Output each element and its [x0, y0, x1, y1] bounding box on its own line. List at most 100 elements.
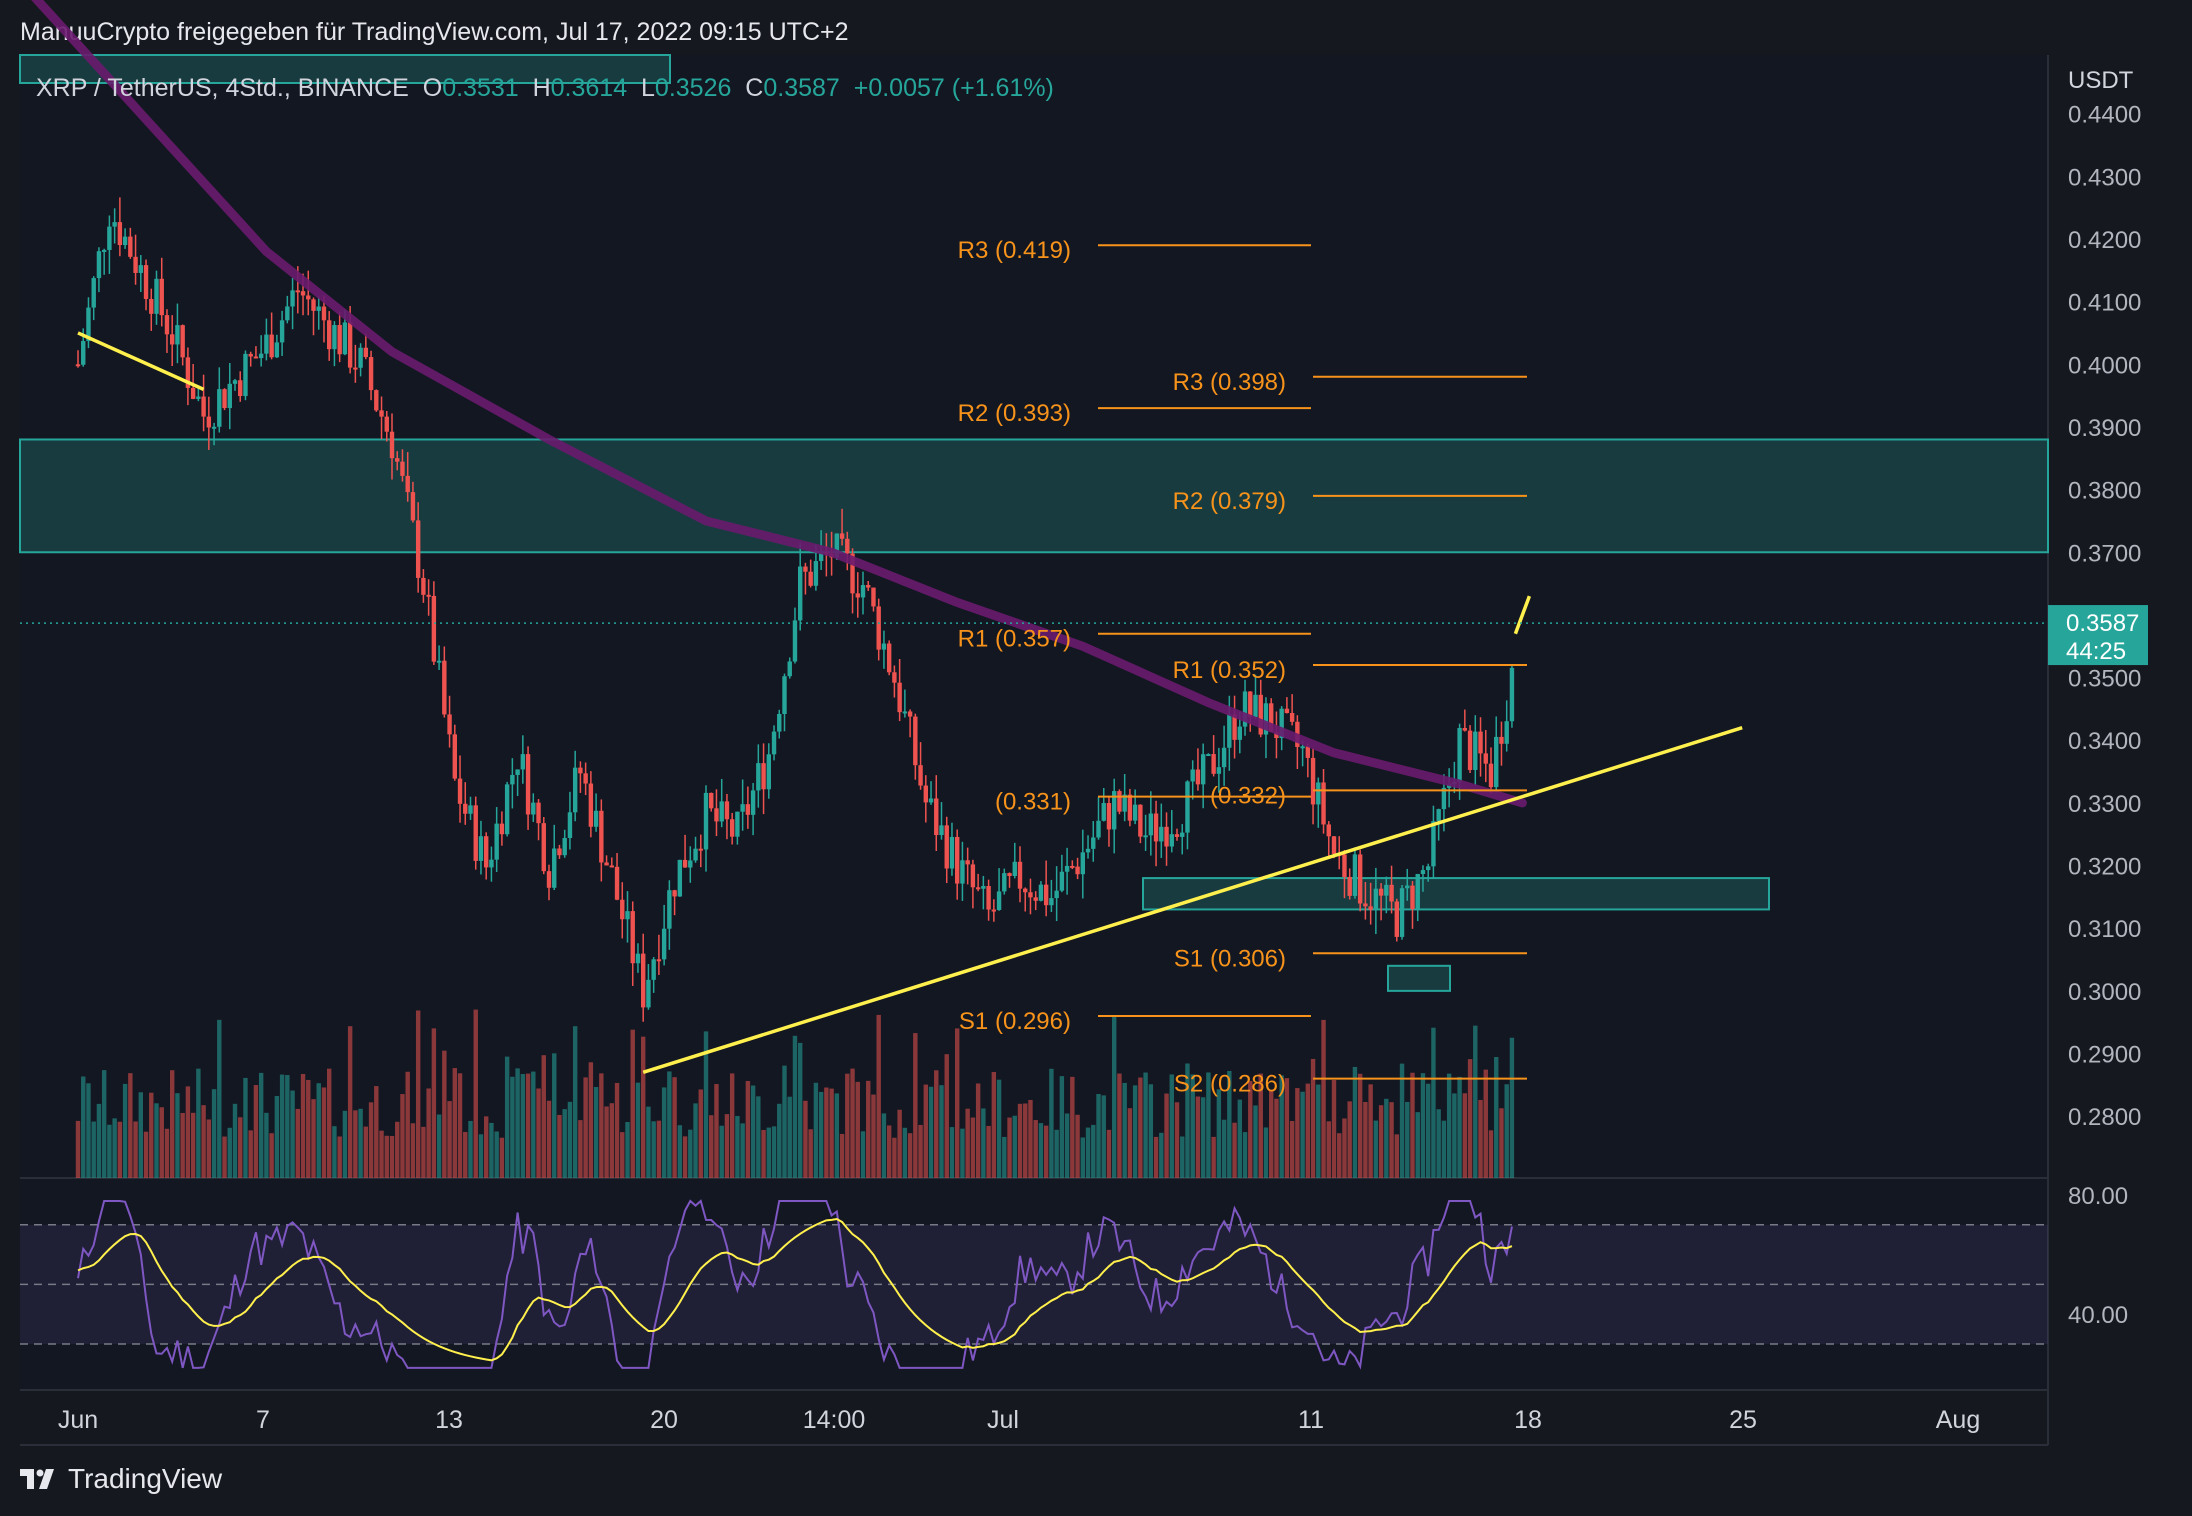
- candle-body: [1195, 769, 1201, 785]
- candle-body: [646, 979, 651, 1008]
- candle-body: [1132, 804, 1138, 821]
- volume-bar: [1190, 1074, 1195, 1178]
- price-tick-label: 0.4100: [2068, 290, 2141, 317]
- volume-bar: [860, 1131, 866, 1178]
- volume-bar: [1300, 1091, 1305, 1178]
- volume-bar: [332, 1126, 337, 1178]
- candle-body: [1248, 691, 1253, 718]
- volume-bar: [1342, 1118, 1347, 1178]
- volume-bar: [646, 1106, 651, 1178]
- candle-body: [426, 594, 431, 597]
- volume-bar: [604, 1106, 609, 1178]
- candle-body: [818, 552, 824, 562]
- volume-bar: [1221, 1119, 1227, 1178]
- volume-bar: [117, 1121, 123, 1178]
- symbol-label: XRP / TetherUS, 4Std., BINANCE: [36, 74, 409, 102]
- volume-bar: [609, 1103, 614, 1178]
- candle-body: [1023, 888, 1028, 893]
- pivot-label: R2 (0.393): [958, 400, 1071, 427]
- candle-body: [1269, 703, 1274, 732]
- candle-body: [787, 661, 792, 677]
- volume-bar: [1258, 1073, 1263, 1178]
- candle-body: [1279, 708, 1284, 739]
- candle-body: [1473, 731, 1478, 770]
- pivot-label: S2 (0.286): [1174, 1071, 1286, 1098]
- candle-body: [1169, 834, 1174, 847]
- candle-body: [258, 353, 264, 359]
- volume-bar: [395, 1121, 400, 1178]
- volume-bar: [1159, 1132, 1164, 1178]
- volume-bar: [703, 1031, 709, 1178]
- volume-bar: [1504, 1084, 1509, 1178]
- candle-body: [154, 278, 159, 314]
- candle-body: [1352, 854, 1358, 896]
- price-tick-label: 0.3100: [2068, 916, 2141, 943]
- volume-bar: [975, 1083, 981, 1178]
- candle-body: [667, 890, 672, 929]
- candle-body: [332, 324, 337, 350]
- candle-body: [149, 298, 154, 314]
- volume-bar: [1316, 1084, 1321, 1178]
- volume-bar: [180, 1112, 185, 1178]
- candle-body: [180, 325, 185, 358]
- volume-bar: [902, 1127, 908, 1178]
- candle-body: [1190, 769, 1195, 782]
- volume-bar: [143, 1131, 149, 1178]
- candle-body: [661, 928, 667, 960]
- volume-bar: [101, 1070, 107, 1178]
- candle-body: [1462, 727, 1468, 731]
- volume-bar: [986, 1125, 991, 1178]
- candle-body: [117, 222, 123, 246]
- candle-body: [217, 389, 222, 427]
- candle-body: [1478, 731, 1483, 754]
- candle-body: [421, 577, 426, 595]
- pivot-label: R1 (0.352): [1173, 657, 1286, 684]
- volume-bar: [1043, 1125, 1049, 1178]
- volume-bar: [279, 1074, 285, 1178]
- candle-body: [928, 798, 934, 803]
- volume-bar: [159, 1107, 164, 1178]
- volume-bar: [913, 1033, 918, 1178]
- candle-body: [478, 836, 484, 861]
- volume-bar: [562, 1109, 567, 1178]
- volume-bar: [1378, 1105, 1384, 1178]
- volume-bar: [546, 1100, 552, 1178]
- candle-body: [170, 334, 175, 345]
- trendline: [1513, 595, 1532, 635]
- volume-bar: [400, 1094, 405, 1178]
- candle-body: [975, 887, 981, 890]
- candle-body: [415, 520, 421, 578]
- candle-body: [588, 783, 594, 827]
- candle-body: [107, 226, 112, 250]
- candle-body: [1326, 824, 1331, 837]
- tradingview-logo[interactable]: TradingView: [20, 1463, 222, 1495]
- candle-body: [447, 714, 452, 735]
- candle-body: [682, 859, 688, 868]
- price-axis: USDT 0.4400 0.4300 0.4200 0.4100 0.4000 0.3900…: [2068, 67, 2141, 1131]
- volume-bar: [955, 1028, 960, 1178]
- candle-body: [1499, 736, 1504, 744]
- volume-bar: [1012, 1115, 1017, 1178]
- candle-body: [353, 367, 358, 370]
- candle-body: [620, 899, 625, 920]
- candle-body: [866, 585, 871, 588]
- candle-body: [845, 538, 850, 554]
- candle-body: [1007, 873, 1012, 877]
- candle-body: [1504, 721, 1509, 744]
- ohlc-legend: XRP / TetherUS, 4Std., BINANCE O0.3531 H…: [36, 74, 1054, 103]
- volume-bar: [1195, 1096, 1201, 1178]
- volume-bar: [777, 1103, 782, 1178]
- candle-body: [1112, 791, 1117, 830]
- candle-body: [766, 754, 771, 790]
- candle-body: [363, 347, 369, 358]
- candle-body: [515, 769, 520, 775]
- candle-body: [342, 322, 348, 355]
- volume-bar: [1132, 1085, 1138, 1178]
- candle-body: [510, 774, 515, 785]
- volume-bar: [1038, 1123, 1044, 1178]
- candle-body: [813, 561, 819, 586]
- candle-body: [1331, 836, 1337, 854]
- time-tick-label: 7: [256, 1406, 270, 1434]
- candle-body: [541, 823, 546, 872]
